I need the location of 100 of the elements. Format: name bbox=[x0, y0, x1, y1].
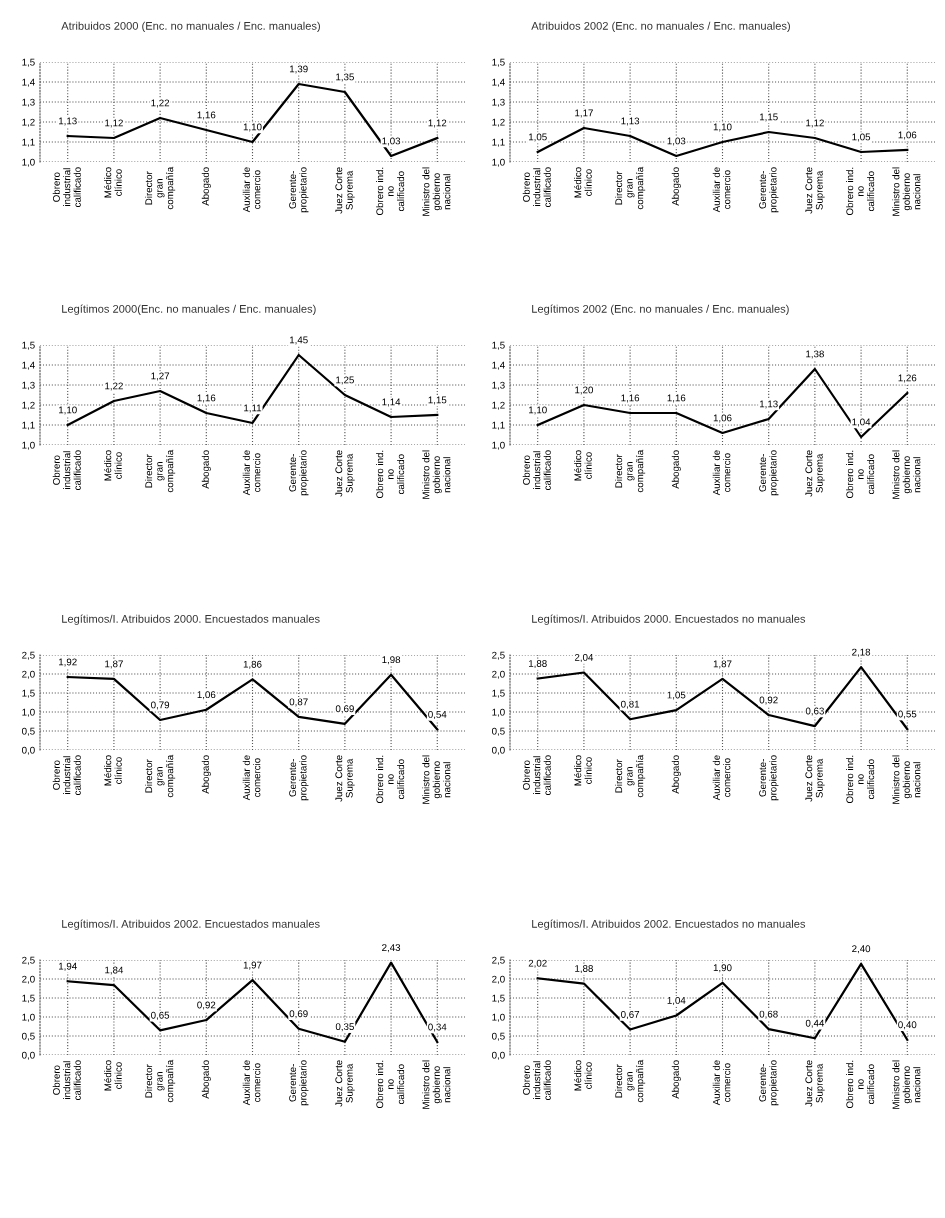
data-label: 0,69 bbox=[289, 1010, 308, 1019]
x-tick-label: Abogado bbox=[201, 167, 211, 206]
data-label: 0,44 bbox=[805, 1019, 825, 1028]
y-tick-label: 1,1 bbox=[22, 138, 35, 147]
y-tick-label: 0,0 bbox=[492, 746, 505, 755]
y-tick-label: 1,5 bbox=[492, 341, 505, 350]
y-tick-label: 1,3 bbox=[22, 98, 35, 107]
data-label: 1,12 bbox=[105, 119, 123, 128]
y-tick-label: 0,5 bbox=[492, 727, 505, 736]
data-label: 1,12 bbox=[806, 119, 824, 128]
y-tick-label: 1,3 bbox=[22, 381, 35, 390]
x-tick-label: Gerente- propietario bbox=[759, 755, 779, 801]
y-tick-label: 1,1 bbox=[492, 138, 505, 147]
x-tick-label: Obrero industrial calificado bbox=[52, 755, 81, 795]
y-tick-label: 1,5 bbox=[22, 994, 35, 1003]
data-label: 1,87 bbox=[105, 660, 123, 669]
x-tick-label: Auxiliar de comercio bbox=[712, 1060, 731, 1106]
x-tick-label: Gerente- propietario bbox=[289, 755, 309, 801]
data-label: 1,88 bbox=[575, 965, 593, 974]
data-label: 0,79 bbox=[151, 701, 170, 710]
y-tick-label: 2,0 bbox=[22, 670, 35, 679]
x-tick-label: Director gran compañía bbox=[145, 754, 176, 798]
data-label: 1,94 bbox=[59, 962, 77, 971]
y-tick-label: 2,5 bbox=[22, 956, 35, 965]
data-label: 1,04 bbox=[852, 418, 871, 427]
x-tick-label: Ministro del gobierno nacional bbox=[422, 755, 451, 804]
data-label: 2,18 bbox=[852, 648, 871, 657]
y-tick-label: 1,0 bbox=[22, 441, 35, 450]
data-label: 1,92 bbox=[59, 658, 77, 667]
data-label: 1,16 bbox=[621, 394, 640, 403]
x-tick-label: Obrero industrial calificado bbox=[522, 1060, 551, 1100]
data-label: 1,14 bbox=[382, 398, 401, 407]
data-label: 1,13 bbox=[759, 400, 778, 409]
chart-title: Legítimos/I. Atribuidos 2002. Encuestados no manuales bbox=[532, 919, 806, 930]
chart-title: Legítimos 2000(Enc. no manuales / Enc. manuales) bbox=[62, 304, 316, 315]
chart-title: Legítimos/I. Atribuidos 2002. Encuestados manuales bbox=[62, 919, 320, 930]
x-tick-label: Director gran compañía bbox=[145, 166, 176, 210]
y-tick-label: 1,5 bbox=[492, 58, 505, 67]
x-tick-label: Abogado bbox=[671, 167, 681, 206]
data-label: 1,10 bbox=[529, 406, 547, 415]
chart-title: Legítimos 2002 (Enc. no manuales / Enc. manuales) bbox=[532, 304, 789, 315]
y-tick-label: 0,0 bbox=[492, 1051, 505, 1060]
data-label: 0,67 bbox=[621, 1011, 640, 1020]
x-tick-label: Gerente- propietario bbox=[759, 450, 779, 496]
x-tick-label: Juez Corte Suprema bbox=[335, 450, 355, 497]
y-tick-label: 0,5 bbox=[492, 1032, 505, 1041]
x-tick-label: Auxiliar de comercio bbox=[242, 450, 261, 496]
y-tick-label: 1,0 bbox=[492, 441, 505, 450]
x-tick-label: Obrero industrial calificado bbox=[52, 167, 81, 207]
x-tick-label: Auxiliar de comercio bbox=[242, 755, 261, 801]
data-label: 1,15 bbox=[759, 113, 778, 122]
x-tick-label: Obrero ind. no calificado bbox=[376, 167, 405, 216]
x-tick-label: Juez Corte Suprema bbox=[805, 1060, 825, 1107]
x-tick-label: Obrero ind. no calificado bbox=[376, 755, 405, 804]
x-tick-label: Obrero ind. no calificado bbox=[376, 1060, 405, 1109]
y-tick-label: 0,5 bbox=[22, 1032, 35, 1041]
chart-title: Atribuidos 2002 (Enc. no manuales / Enc. manuales) bbox=[531, 21, 790, 32]
x-tick-label: Gerente- propietario bbox=[759, 1060, 779, 1106]
x-tick-label: Gerente- propietario bbox=[759, 167, 779, 213]
y-tick-label: 1,3 bbox=[492, 98, 505, 107]
y-tick-label: 1,4 bbox=[22, 78, 35, 87]
x-tick-label: Obrero industrial calificado bbox=[52, 450, 81, 490]
y-tick-label: 1,0 bbox=[22, 158, 35, 167]
data-label: 1,05 bbox=[852, 133, 871, 142]
x-tick-label: Director gran compañía bbox=[615, 449, 646, 493]
data-label: 1,16 bbox=[197, 394, 216, 403]
data-label: 0,65 bbox=[151, 1011, 170, 1020]
x-tick-label: Ministro del gobierno nacional bbox=[892, 167, 921, 216]
data-label: 1,12 bbox=[428, 119, 447, 128]
x-tick-label: Director gran compañía bbox=[615, 754, 646, 798]
data-label: 1,22 bbox=[151, 99, 170, 108]
data-label: 1,22 bbox=[105, 382, 123, 391]
x-tick-label: Juez Corte Suprema bbox=[335, 167, 355, 214]
data-label: 1,90 bbox=[713, 964, 732, 973]
data-label: 1,06 bbox=[898, 131, 917, 140]
x-tick-label: Obrero industrial calificado bbox=[52, 1060, 81, 1100]
x-tick-label: Juez Corte Suprema bbox=[805, 450, 825, 497]
y-tick-label: 1,3 bbox=[492, 381, 505, 390]
data-label: 1,16 bbox=[667, 394, 686, 403]
x-tick-label: Obrero ind. no calificado bbox=[846, 1060, 875, 1109]
y-tick-label: 0,0 bbox=[22, 746, 35, 755]
x-tick-label: Abogado bbox=[201, 1060, 211, 1099]
data-label: 2,02 bbox=[528, 959, 547, 968]
x-tick-label: Obrero industrial calificado bbox=[522, 167, 551, 207]
y-tick-label: 2,0 bbox=[22, 975, 35, 984]
x-tick-label: Auxiliar de comercio bbox=[242, 1060, 261, 1106]
y-tick-label: 1,5 bbox=[22, 689, 35, 698]
data-label: 1,45 bbox=[289, 336, 308, 345]
x-tick-label: Abogado bbox=[671, 450, 681, 489]
chart-title: Legítimos/I. Atribuidos 2000. Encuestados manuales bbox=[62, 614, 320, 625]
data-label: 0,69 bbox=[335, 705, 354, 714]
data-label: 1,04 bbox=[667, 996, 686, 1005]
data-label: 1,88 bbox=[529, 660, 547, 669]
y-tick-label: 1,0 bbox=[22, 708, 35, 717]
data-label: 1,15 bbox=[428, 396, 447, 405]
x-tick-label: Director gran compañía bbox=[615, 166, 646, 210]
x-tick-label: Gerente- propietario bbox=[289, 450, 309, 496]
data-label: 1,39 bbox=[289, 65, 308, 74]
y-tick-label: 0,5 bbox=[22, 727, 35, 736]
data-label: 0,34 bbox=[428, 1023, 447, 1032]
